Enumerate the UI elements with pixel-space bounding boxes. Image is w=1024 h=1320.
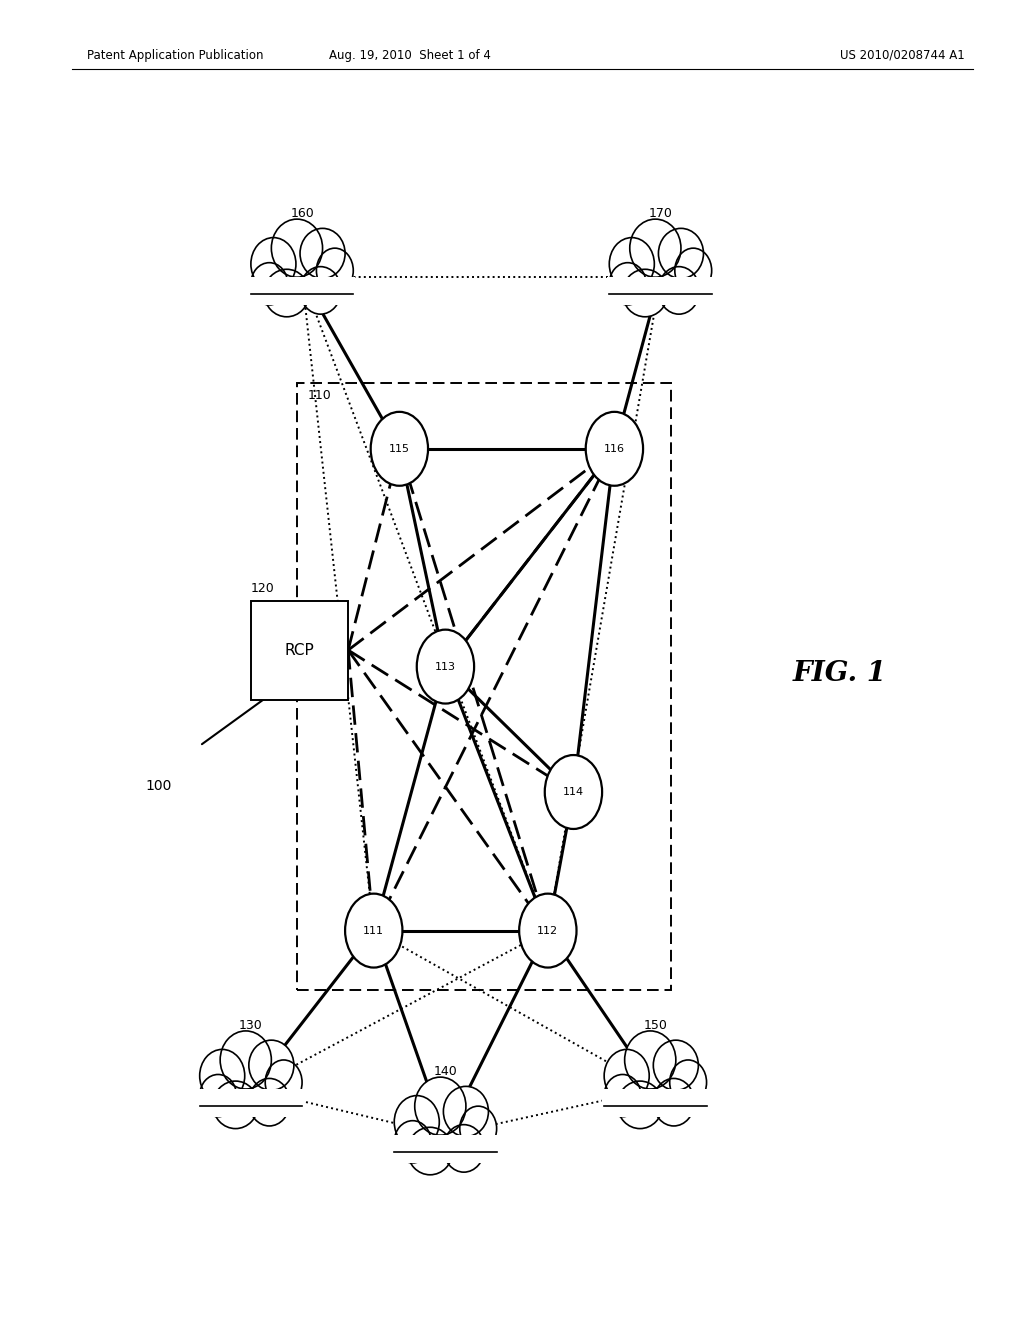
Ellipse shape: [443, 1086, 488, 1137]
Ellipse shape: [604, 1049, 649, 1102]
Bar: [392, 1135, 499, 1163]
Ellipse shape: [653, 1078, 694, 1126]
Ellipse shape: [623, 269, 668, 317]
Text: 116: 116: [604, 444, 625, 454]
Bar: [198, 1089, 304, 1117]
Ellipse shape: [249, 1040, 294, 1090]
Ellipse shape: [251, 238, 296, 290]
Circle shape: [586, 412, 643, 486]
Ellipse shape: [300, 267, 341, 314]
Text: 170: 170: [648, 207, 673, 220]
Ellipse shape: [609, 238, 654, 290]
Ellipse shape: [249, 1078, 290, 1126]
Text: 100: 100: [145, 779, 172, 793]
Text: FIG. 1: FIG. 1: [793, 660, 887, 686]
Text: 114: 114: [563, 787, 584, 797]
Ellipse shape: [271, 219, 323, 277]
Ellipse shape: [675, 248, 712, 293]
Text: 150: 150: [643, 1019, 668, 1032]
Text: 160: 160: [290, 207, 314, 220]
Bar: [251, 601, 348, 700]
Ellipse shape: [630, 219, 681, 277]
Ellipse shape: [394, 1121, 431, 1163]
Ellipse shape: [460, 1106, 497, 1151]
Ellipse shape: [408, 1127, 453, 1175]
Text: Aug. 19, 2010  Sheet 1 of 4: Aug. 19, 2010 Sheet 1 of 4: [329, 49, 490, 62]
Bar: [607, 277, 714, 305]
Ellipse shape: [415, 1077, 466, 1135]
Ellipse shape: [200, 1074, 237, 1117]
Ellipse shape: [213, 1081, 258, 1129]
Bar: [602, 1089, 709, 1117]
Circle shape: [345, 894, 402, 968]
Text: RCP: RCP: [285, 643, 314, 657]
Ellipse shape: [200, 1049, 245, 1102]
Text: 112: 112: [538, 925, 558, 936]
Bar: [297, 383, 671, 990]
Ellipse shape: [316, 248, 353, 293]
Circle shape: [371, 412, 428, 486]
Text: 130: 130: [239, 1019, 263, 1032]
Text: 115: 115: [389, 444, 410, 454]
Text: 140: 140: [433, 1065, 458, 1078]
Ellipse shape: [220, 1031, 271, 1089]
Ellipse shape: [670, 1060, 707, 1105]
Text: Patent Application Publication: Patent Application Publication: [87, 49, 263, 62]
Ellipse shape: [604, 1074, 641, 1117]
Ellipse shape: [658, 228, 703, 279]
Text: 111: 111: [364, 925, 384, 936]
Ellipse shape: [251, 263, 288, 305]
Ellipse shape: [443, 1125, 484, 1172]
Ellipse shape: [394, 1096, 439, 1148]
Ellipse shape: [264, 269, 309, 317]
Ellipse shape: [653, 1040, 698, 1090]
Circle shape: [519, 894, 577, 968]
Circle shape: [545, 755, 602, 829]
Ellipse shape: [609, 263, 646, 305]
Ellipse shape: [625, 1031, 676, 1089]
Ellipse shape: [617, 1081, 663, 1129]
Text: 113: 113: [435, 661, 456, 672]
Ellipse shape: [300, 228, 345, 279]
Text: 110: 110: [307, 389, 331, 403]
Text: US 2010/0208744 A1: US 2010/0208744 A1: [840, 49, 965, 62]
Ellipse shape: [658, 267, 699, 314]
Bar: [249, 277, 355, 305]
Text: 120: 120: [251, 582, 274, 595]
Circle shape: [417, 630, 474, 704]
Ellipse shape: [265, 1060, 302, 1105]
